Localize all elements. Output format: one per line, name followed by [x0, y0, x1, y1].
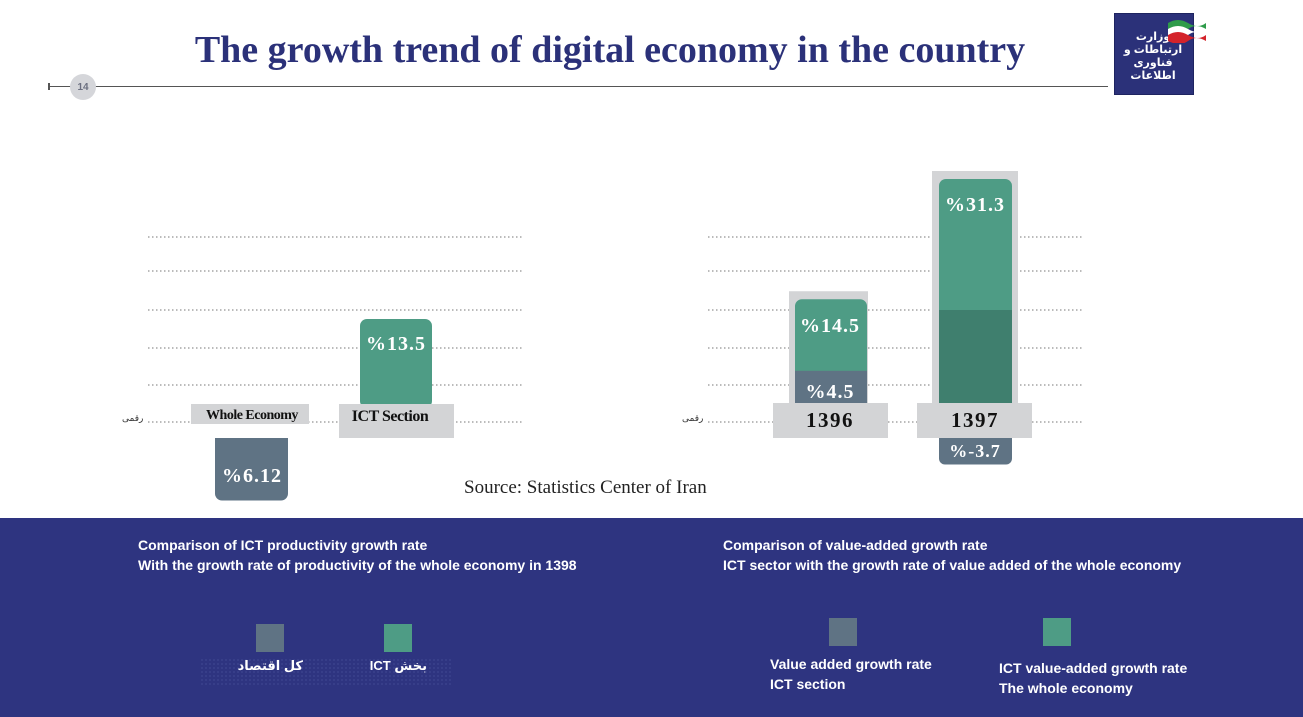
chart1-value-label-ict-section: %13.5 [366, 333, 426, 355]
left-caption-line2: With the growth rate of productivity of … [138, 557, 577, 573]
chart2-value-label-whole-economy-1397: %31.3 [945, 194, 1005, 216]
legend-right-grey-line1: Value added growth rate [770, 656, 932, 672]
legend-swatch-ict [384, 624, 412, 652]
chart1-category-label-whole-economy: Whole Economy [206, 408, 298, 423]
chart1-value-label-whole-economy: %6.12 [222, 465, 282, 487]
page-title: The growth trend of digital economy in t… [194, 29, 1026, 71]
chart2-value-label-ict-1396: %4.5 [806, 381, 855, 403]
legend-swatch-value-added-whole [1043, 618, 1071, 646]
chart2-value-label-ict-1397: %-3.7 [949, 441, 1001, 461]
legend-right-grey-line2: ICT section [770, 676, 846, 692]
source-note: Source: Statistics Center of Iran [464, 477, 707, 498]
chart1-category-box-ict-section [339, 404, 454, 438]
chart2-axis-tick-label: رقمی [682, 413, 703, 423]
legend-swatch-whole-economy [256, 624, 284, 652]
ministry-logo: وزارت ارتباطات و فناوری اطلاعات [1114, 13, 1206, 95]
legend-swatch-value-added-ict [829, 618, 857, 646]
legend-right-green-line1: ICT value-added growth rate [999, 660, 1188, 676]
chart1-axis-tick-label: رقمی [122, 413, 143, 423]
chart2-category-label-1397: 1397 [951, 408, 999, 432]
charts-canvas: رقمی Whole Economy %6.12 ICT Section %13.5 رق… [122, 171, 1082, 501]
chart2-category-label-1396: 1396 [806, 408, 854, 432]
left-caption-line1: Comparison of ICT productivity growth ra… [138, 537, 428, 553]
legend-dot-pattern [200, 658, 452, 686]
right-caption-line2: ICT sector with the growth rate of value… [723, 557, 1182, 573]
chart1-category-box-whole-economy [191, 404, 309, 424]
flag-icon [1168, 20, 1206, 43]
left-chart-caption: Comparison of ICT productivity growth ra… [138, 535, 577, 575]
legend-label-value-added-whole: ICT value-added growth rate The whole ec… [999, 658, 1187, 698]
chart2-bar-whole-economy-1397-lower [939, 310, 1012, 403]
legend-label-ict: بخش ICT [369, 658, 427, 673]
legend-right-green-line2: The whole economy [999, 680, 1133, 696]
legend-label-whole-economy: کل اقتصاد [237, 658, 303, 673]
right-chart-caption: Comparison of value-added growth rate IC… [723, 535, 1181, 575]
chart1-bar-whole-economy [215, 438, 288, 501]
chart2-value-label-whole-economy-1396: %14.5 [800, 315, 860, 337]
legend-label-value-added-ict: Value added growth rate ICT section [770, 654, 932, 694]
chart2-bar-ict-1396 [795, 370, 867, 403]
page-number: 14 [70, 74, 96, 100]
chart1-category-label-ict-section: ICT Section [352, 408, 429, 425]
chart2-category-box-1396 [773, 403, 888, 438]
chart1-bar-whole-economy-top [215, 438, 288, 446]
logo-text: وزارت ارتباطات و فناوری اطلاعات [1123, 31, 1183, 82]
chart2-category-box-1397 [917, 403, 1032, 438]
right-caption-line1: Comparison of value-added growth rate [723, 537, 988, 553]
chart1-bar-ict-section [360, 319, 432, 408]
chart2-bar-ict-1397-top [939, 438, 1012, 446]
header-rule [48, 86, 1108, 87]
